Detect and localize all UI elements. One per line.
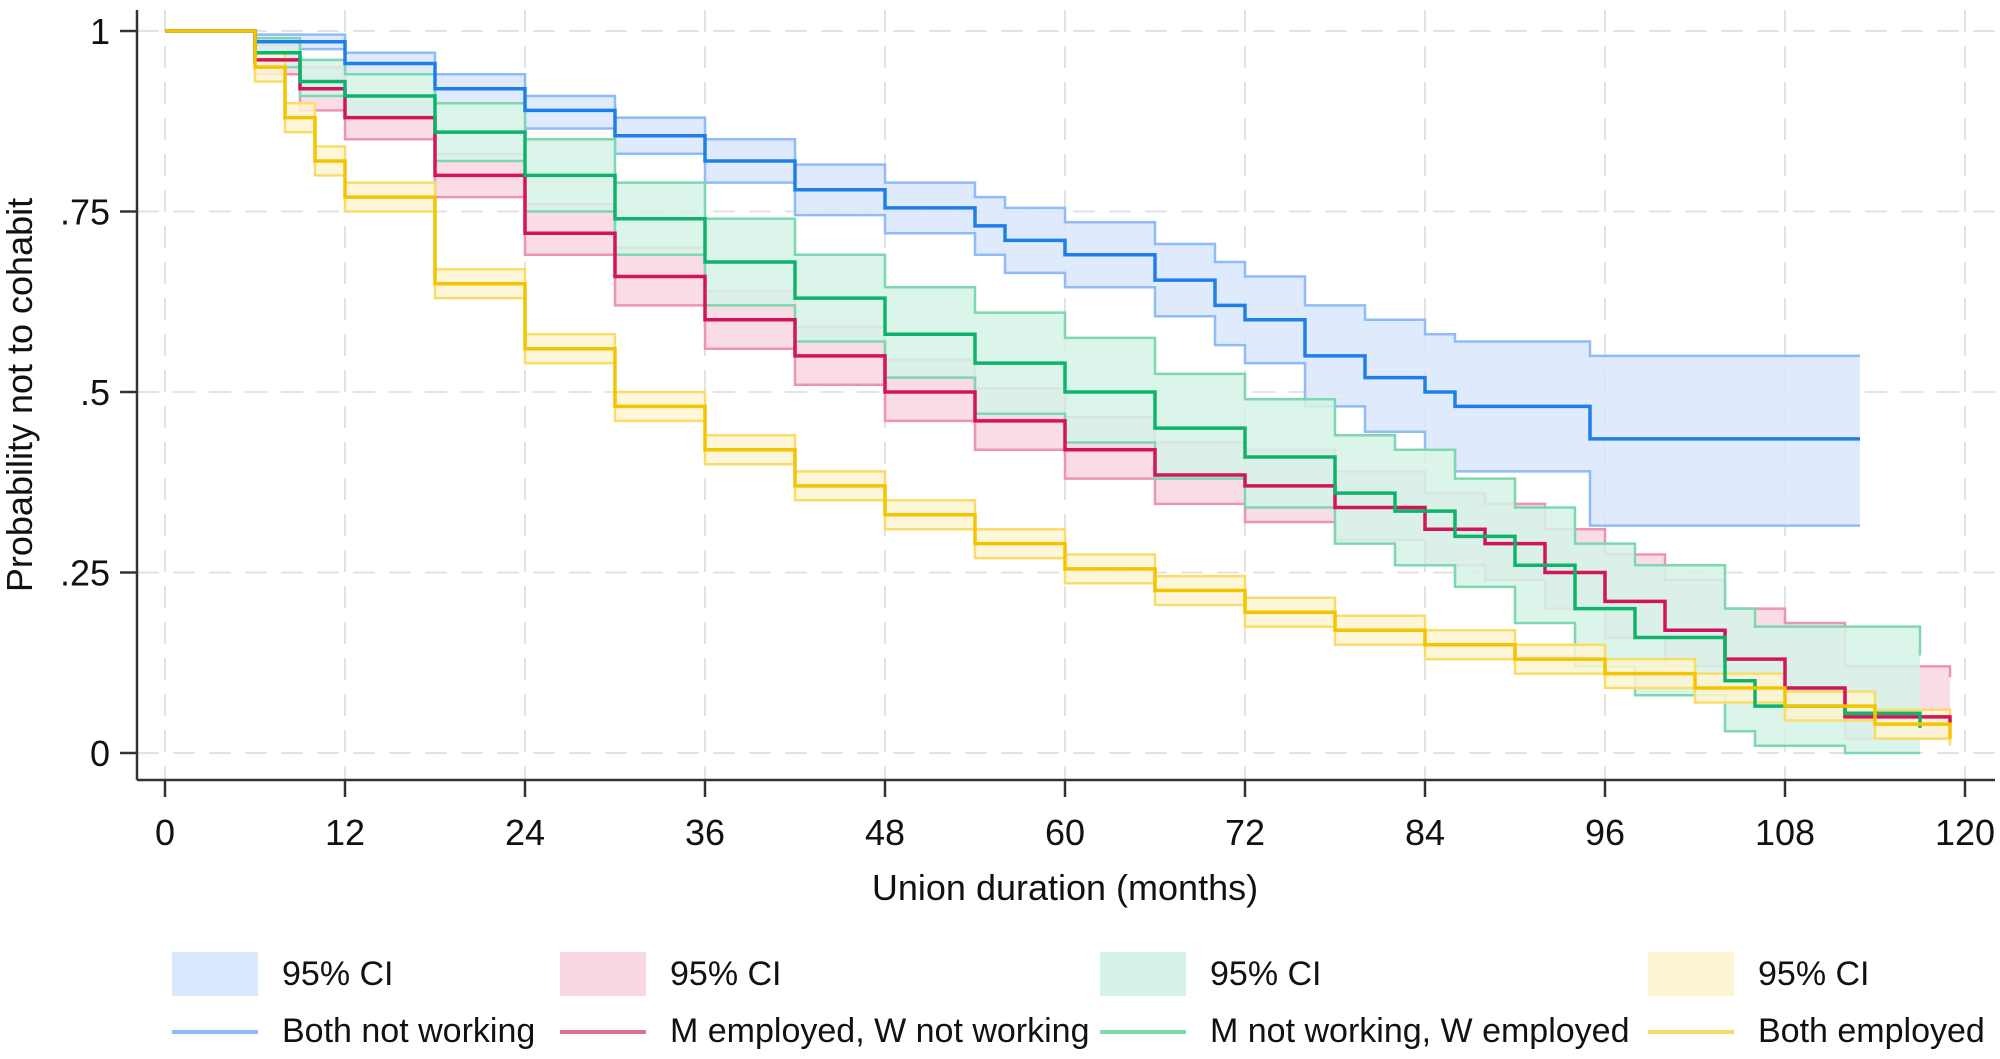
survival-line-m-employed-w-not-working	[165, 29, 1952, 725]
x-tick-label: 108	[1755, 812, 1815, 853]
legend-ci-m-employed: 95% CI	[560, 952, 782, 996]
x-tick-label: 0	[155, 812, 175, 853]
x-ticks: 0 12 24 36 48 60 72 84 96 108 120	[155, 780, 1995, 853]
legend-label: Both not working	[282, 1012, 536, 1050]
x-axis-title: Union duration (months)	[872, 867, 1258, 908]
legend-swatch-pink	[560, 952, 646, 996]
survival-lines	[165, 29, 1952, 739]
legend-label: Both employed	[1758, 1012, 1985, 1050]
legend-line-pink	[560, 1029, 646, 1034]
x-tick-label: 48	[865, 812, 905, 853]
x-tick-label: 96	[1585, 812, 1625, 853]
x-tick-label: 36	[685, 812, 725, 853]
survival-line-both-not-working	[165, 29, 1860, 441]
legend-ci-both-not-working: 95% CI	[172, 952, 394, 996]
confidence-bands	[165, 29, 1952, 755]
legend-swatch-yellow	[1648, 952, 1734, 996]
x-tick-label: 72	[1225, 812, 1265, 853]
legend-line-both-employed: Both employed	[1648, 1012, 1985, 1051]
ci-band-both-not-working	[165, 31, 1860, 526]
legend-ci-w-employed: 95% CI	[1100, 952, 1322, 996]
legend-line-m-employed: M employed, W not working	[560, 1012, 1090, 1051]
legend-label: M not working, W employed	[1210, 1012, 1630, 1050]
x-tick-label: 12	[325, 812, 365, 853]
x-tick-label: 120	[1935, 812, 1995, 853]
survival-chart: 0 12 24 36 48 60 72 84 96 108 120 0 .25 .5 .75 1 Union…	[0, 10, 1995, 908]
legend-line-both-not-working: Both not working	[172, 1012, 535, 1051]
y-tick-label: 1	[90, 11, 110, 52]
ci-upper-m-not-working-w-employed	[165, 29, 1922, 656]
legend-label: 95% CI	[1758, 954, 1870, 993]
x-tick-label: 24	[505, 812, 545, 853]
legend: 95% CI 95% CI 95% CI 95% CI Both not wor…	[0, 940, 2000, 1059]
y-tick-label: .25	[60, 553, 110, 594]
survival-line-m-not-working-w-employed	[165, 29, 1922, 728]
y-tick-label: 0	[90, 733, 110, 774]
legend-swatch-blue	[172, 952, 258, 996]
y-tick-label: .5	[80, 372, 110, 413]
legend-line-green	[1100, 1029, 1186, 1034]
y-tick-label: .75	[60, 192, 110, 233]
legend-ci-both-employed: 95% CI	[1648, 952, 1870, 996]
legend-line-blue	[172, 1029, 258, 1034]
legend-line-w-employed: M not working, W employed	[1100, 1012, 1630, 1051]
survival-line-both-employed	[165, 29, 1952, 739]
legend-label: M employed, W not working	[670, 1012, 1090, 1050]
x-tick-label: 60	[1045, 812, 1085, 853]
legend-label: 95% CI	[670, 954, 782, 993]
legend-label: 95% CI	[1210, 954, 1322, 993]
legend-line-yellow	[1648, 1029, 1734, 1034]
y-ticks: 0 .25 .5 .75 1	[60, 11, 137, 774]
y-axis-title: Probability not to cohabit	[0, 198, 40, 592]
legend-label: 95% CI	[282, 954, 394, 993]
x-tick-label: 84	[1405, 812, 1445, 853]
legend-swatch-green	[1100, 952, 1186, 996]
